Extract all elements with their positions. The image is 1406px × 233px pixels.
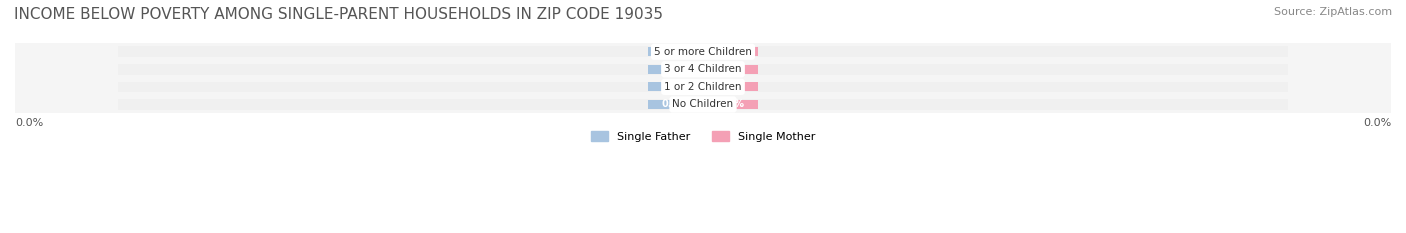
Bar: [15, 78, 1391, 96]
Bar: [648, 65, 703, 74]
Text: INCOME BELOW POVERTY AMONG SINGLE-PARENT HOUSEHOLDS IN ZIP CODE 19035: INCOME BELOW POVERTY AMONG SINGLE-PARENT…: [14, 7, 664, 22]
Bar: [15, 96, 1391, 113]
Bar: [118, 64, 703, 75]
Bar: [703, 46, 1288, 57]
Text: 0.0%: 0.0%: [662, 99, 689, 110]
Bar: [703, 65, 758, 74]
Text: 0.0%: 0.0%: [662, 47, 689, 57]
Text: 5 or more Children: 5 or more Children: [654, 47, 752, 57]
Text: 0.0%: 0.0%: [717, 64, 744, 74]
Bar: [118, 46, 703, 57]
Bar: [15, 61, 1391, 78]
Text: 3 or 4 Children: 3 or 4 Children: [664, 64, 742, 74]
Bar: [703, 82, 1288, 92]
Text: Source: ZipAtlas.com: Source: ZipAtlas.com: [1274, 7, 1392, 17]
Text: 0.0%: 0.0%: [717, 47, 744, 57]
Bar: [703, 47, 758, 56]
Bar: [648, 100, 703, 109]
Text: 0.0%: 0.0%: [1362, 118, 1391, 128]
Bar: [703, 100, 758, 109]
Text: 0.0%: 0.0%: [717, 99, 744, 110]
Bar: [118, 82, 703, 92]
Text: 0.0%: 0.0%: [15, 118, 44, 128]
Text: No Children: No Children: [672, 99, 734, 110]
Bar: [648, 47, 703, 56]
Bar: [648, 82, 703, 91]
Text: 0.0%: 0.0%: [662, 64, 689, 74]
Text: 0.0%: 0.0%: [662, 82, 689, 92]
Bar: [703, 64, 1288, 75]
Legend: Single Father, Single Mother: Single Father, Single Mother: [586, 127, 820, 146]
Bar: [118, 99, 703, 110]
Text: 0.0%: 0.0%: [717, 82, 744, 92]
Bar: [703, 99, 1288, 110]
Bar: [15, 43, 1391, 61]
Bar: [703, 82, 758, 91]
Text: 1 or 2 Children: 1 or 2 Children: [664, 82, 742, 92]
